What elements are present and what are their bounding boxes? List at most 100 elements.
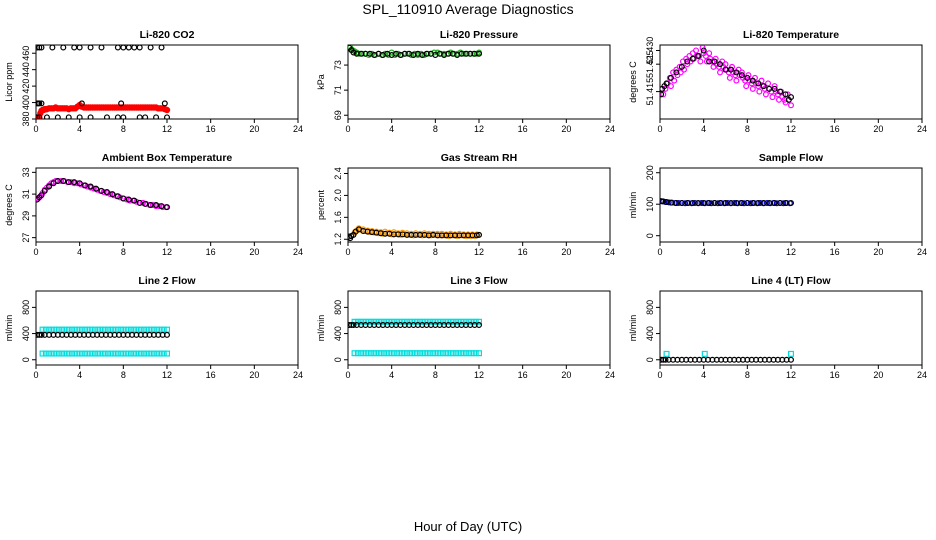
data-point xyxy=(756,88,763,95)
data-point xyxy=(365,52,372,59)
y-axis-label: Licor ppm xyxy=(4,62,14,102)
data-point xyxy=(747,200,754,207)
data-point xyxy=(141,350,148,357)
data-point xyxy=(87,45,94,51)
data-point xyxy=(60,45,67,51)
data-point xyxy=(417,350,424,357)
data-point xyxy=(137,350,144,357)
data-point xyxy=(147,202,154,209)
data-point xyxy=(476,231,483,238)
y-tick-label: 800 xyxy=(21,300,31,315)
data-point xyxy=(749,77,756,84)
data-point xyxy=(400,350,407,357)
data-point xyxy=(384,350,391,357)
x-tick-label: 4 xyxy=(701,247,706,257)
data-point xyxy=(38,192,45,199)
data-point xyxy=(377,350,384,357)
data-point xyxy=(127,326,134,333)
data-point xyxy=(439,318,446,325)
data-point xyxy=(459,350,466,357)
data-point xyxy=(413,318,420,325)
data-point xyxy=(62,326,69,333)
x-tick-label: 0 xyxy=(345,370,350,380)
x-tick-label: 24 xyxy=(917,124,927,134)
data-point xyxy=(462,350,469,357)
panel-title: Sample Flow xyxy=(759,152,824,164)
data-point xyxy=(698,199,705,206)
y-tick-label: 800 xyxy=(645,300,655,315)
y-tick-label: 0 xyxy=(21,357,31,362)
data-point xyxy=(147,326,154,333)
data-point xyxy=(161,100,168,107)
x-tick-label: 0 xyxy=(657,370,662,380)
data-point xyxy=(678,63,685,70)
data-point xyxy=(358,318,365,325)
data-point xyxy=(150,350,157,357)
y-tick-label: 69 xyxy=(333,110,343,120)
data-point xyxy=(711,58,718,65)
data-point xyxy=(423,350,430,357)
data-point xyxy=(98,326,105,333)
y-tick-label: 29 xyxy=(21,211,31,221)
data-points xyxy=(348,45,483,59)
y-axis-label: percent xyxy=(316,189,326,220)
x-tick-label: 20 xyxy=(561,247,571,257)
data-point xyxy=(407,350,414,357)
data-point xyxy=(164,114,170,119)
data-point xyxy=(397,318,404,325)
data-point xyxy=(390,350,397,357)
x-tick-label: 20 xyxy=(249,124,259,134)
data-point xyxy=(74,180,81,187)
data-points xyxy=(660,350,794,363)
data-point xyxy=(85,326,92,333)
data-point xyxy=(660,198,667,205)
panel-ambient: Ambient Box Temperature 0 4 8 12 16 20 24 27 29 31… xyxy=(4,152,303,257)
data-point xyxy=(706,199,713,206)
data-points xyxy=(660,45,794,109)
data-point xyxy=(741,200,748,207)
y-axis-label: ml/min xyxy=(316,315,326,342)
data-point xyxy=(98,187,105,194)
x-tick-label: 12 xyxy=(474,247,484,257)
data-point xyxy=(136,114,143,119)
panel-title: Line 4 (LT) Flow xyxy=(751,275,831,287)
data-point xyxy=(114,114,121,119)
data-point xyxy=(673,199,680,206)
data-point xyxy=(407,318,414,325)
data-point xyxy=(147,350,154,357)
data-point xyxy=(744,74,751,81)
data-point xyxy=(678,199,685,206)
y-tick-label: 400 xyxy=(21,326,31,341)
data-point xyxy=(682,200,689,207)
data-point xyxy=(684,199,691,206)
y-tick-label: 51.415 xyxy=(645,78,655,106)
data-point xyxy=(75,350,82,357)
data-point xyxy=(663,80,670,87)
data-point xyxy=(36,45,43,51)
data-point xyxy=(711,199,718,206)
data-point xyxy=(663,350,670,357)
x-tick-label: 8 xyxy=(121,124,126,134)
data-point xyxy=(418,50,425,57)
data-point xyxy=(765,80,772,87)
data-point xyxy=(763,199,770,206)
data-point xyxy=(350,49,357,56)
data-point xyxy=(43,114,50,119)
x-tick-label: 0 xyxy=(33,247,38,257)
data-point xyxy=(771,83,778,90)
y-tick-label: 0 xyxy=(333,357,343,362)
data-point xyxy=(111,350,118,357)
x-tick-label: 8 xyxy=(433,124,438,134)
data-point xyxy=(717,69,724,76)
data-point xyxy=(103,114,110,119)
data-point xyxy=(137,326,144,333)
y-tick-label: 1.6 xyxy=(333,211,343,224)
data-point xyxy=(154,350,161,357)
data-point xyxy=(85,350,92,357)
x-tick-label: 0 xyxy=(33,370,38,380)
data-point xyxy=(154,326,161,333)
data-point xyxy=(387,318,394,325)
data-point xyxy=(384,318,391,325)
